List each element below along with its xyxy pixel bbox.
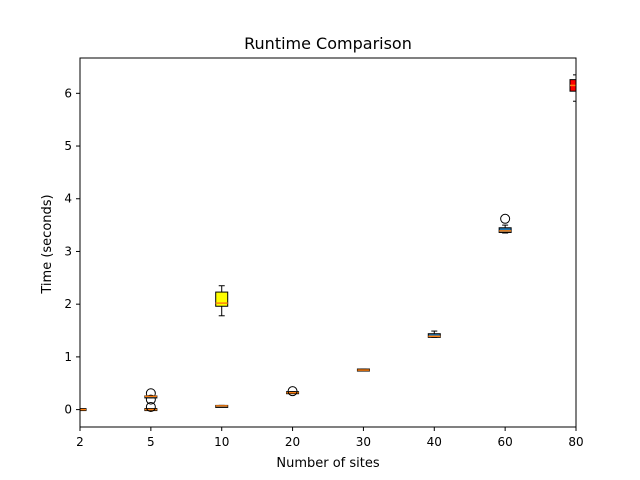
x-tick-label: 40 [427,435,442,449]
outlier-point [145,401,156,412]
y-axis-label: Time (seconds) [40,194,55,294]
chart-title: Runtime Comparison [244,34,412,53]
outlier-point [145,394,156,405]
box-sites-30 [356,368,370,372]
iqr-box [498,227,512,233]
y-tick-label: 2 [64,297,72,311]
box-sites-5 [144,395,158,399]
axes-layer: 2 5 10 20 30 40 60 80 0 1 2 3 4 5 6 [64,57,584,449]
x-tick-label: 5 [147,435,155,449]
box-sites-40 [427,330,441,338]
x-axis-label: Number of sites [276,456,379,471]
outlier-point [287,386,298,397]
x-tick-label: 60 [498,435,513,449]
y-tick-label: 1 [64,350,72,364]
axes-frame [79,57,577,428]
box-sites-80 [569,74,576,102]
x-tick-label: 30 [356,435,371,449]
x-tick-label: 2 [76,435,84,449]
x-tick-label: 80 [568,435,583,449]
x-tick-label: 10 [214,435,229,449]
iqr-box [427,333,441,338]
y-tick-label: 0 [64,403,72,417]
box-sites-5 [144,388,158,412]
x-tick-label: 20 [285,435,300,449]
y-tick-label: 6 [64,86,72,100]
box-sites-10 [215,404,229,408]
y-tick-label: 5 [64,139,72,153]
outlier-point [500,213,511,224]
box-sites-10 [215,285,229,317]
iqr-box [215,291,229,307]
box-sites-2 [80,408,87,412]
y-tick-label: 4 [64,192,72,206]
box-sites-20 [286,386,300,397]
y-tick-label: 3 [64,244,72,258]
plot-layer [80,74,576,412]
box-sites-60 [498,213,512,234]
